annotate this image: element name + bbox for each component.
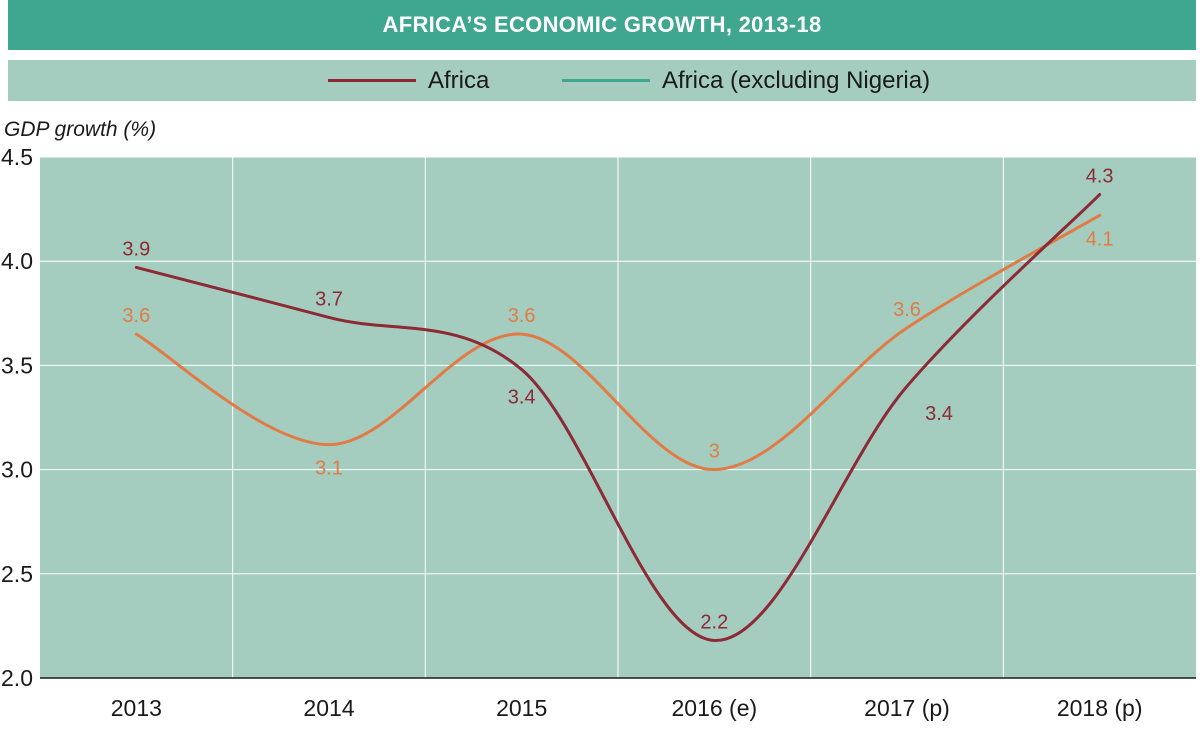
data-labels: 3.9 3.7 3.4 2.2 3.4 4.3 3.6 3.1 3.6 3 3.6 4.1 (122, 166, 1113, 634)
data-label: 3.4 (508, 387, 536, 409)
legend-label-africa: Africa (428, 66, 490, 94)
data-label: 3.6 (893, 299, 921, 321)
data-label: 3.6 (122, 305, 150, 327)
legend: Africa Africa (excluding Nigeria) (8, 60, 1196, 101)
y-tick-label: 4.0 (1, 248, 33, 274)
data-label: 3.4 (925, 403, 953, 425)
data-label: 3.9 (122, 238, 150, 260)
data-label: 3.6 (508, 305, 536, 327)
x-tick-label: 2018 (p) (1057, 695, 1143, 721)
legend-label-africa-excl-nigeria: Africa (excluding Nigeria) (662, 66, 931, 94)
y-tick-label: 2.5 (1, 561, 33, 587)
y-axis-ticks: 2.0 2.5 3.0 3.5 4.0 4.5 (1, 144, 33, 691)
data-label: 3 (709, 441, 720, 463)
data-label: 4.3 (1086, 166, 1114, 188)
x-tick-label: 2017 (p) (864, 695, 950, 721)
x-tick-label: 2015 (496, 695, 547, 721)
y-tick-label: 3.5 (1, 352, 33, 378)
x-tick-label: 2014 (303, 695, 354, 721)
series-lines (134, 193, 1102, 642)
data-label: 4.1 (1086, 228, 1114, 250)
x-tick-label: 2016 (e) (671, 695, 757, 721)
y-tick-label: 2.0 (1, 665, 33, 691)
y-axis-title: GDP growth (%) (4, 118, 157, 141)
data-label: 3.1 (315, 458, 343, 480)
chart-title: AFRICA’S ECONOMIC GROWTH, 2013-18 (8, 0, 1196, 50)
y-tick-label: 4.5 (1, 144, 33, 170)
legend-swatch-africa (328, 79, 416, 82)
legend-item-africa-excl-nigeria: Africa (excluding Nigeria) (562, 60, 930, 101)
legend-item-africa: Africa (328, 60, 489, 101)
grid-lines (40, 156, 1196, 678)
x-tick-label: 2013 (111, 695, 162, 721)
y-tick-label: 3.0 (1, 457, 33, 483)
data-label: 2.2 (700, 611, 728, 633)
series-line-africa (134, 193, 1102, 642)
legend-swatch-africa-excl-nigeria (562, 79, 650, 82)
x-axis-ticks: 2013 2014 2015 2016 (e) 2017 (p) 2018 (p) (111, 695, 1143, 721)
data-label: 3.7 (315, 288, 343, 310)
series-line-africa-excl-nigeria (134, 213, 1102, 472)
